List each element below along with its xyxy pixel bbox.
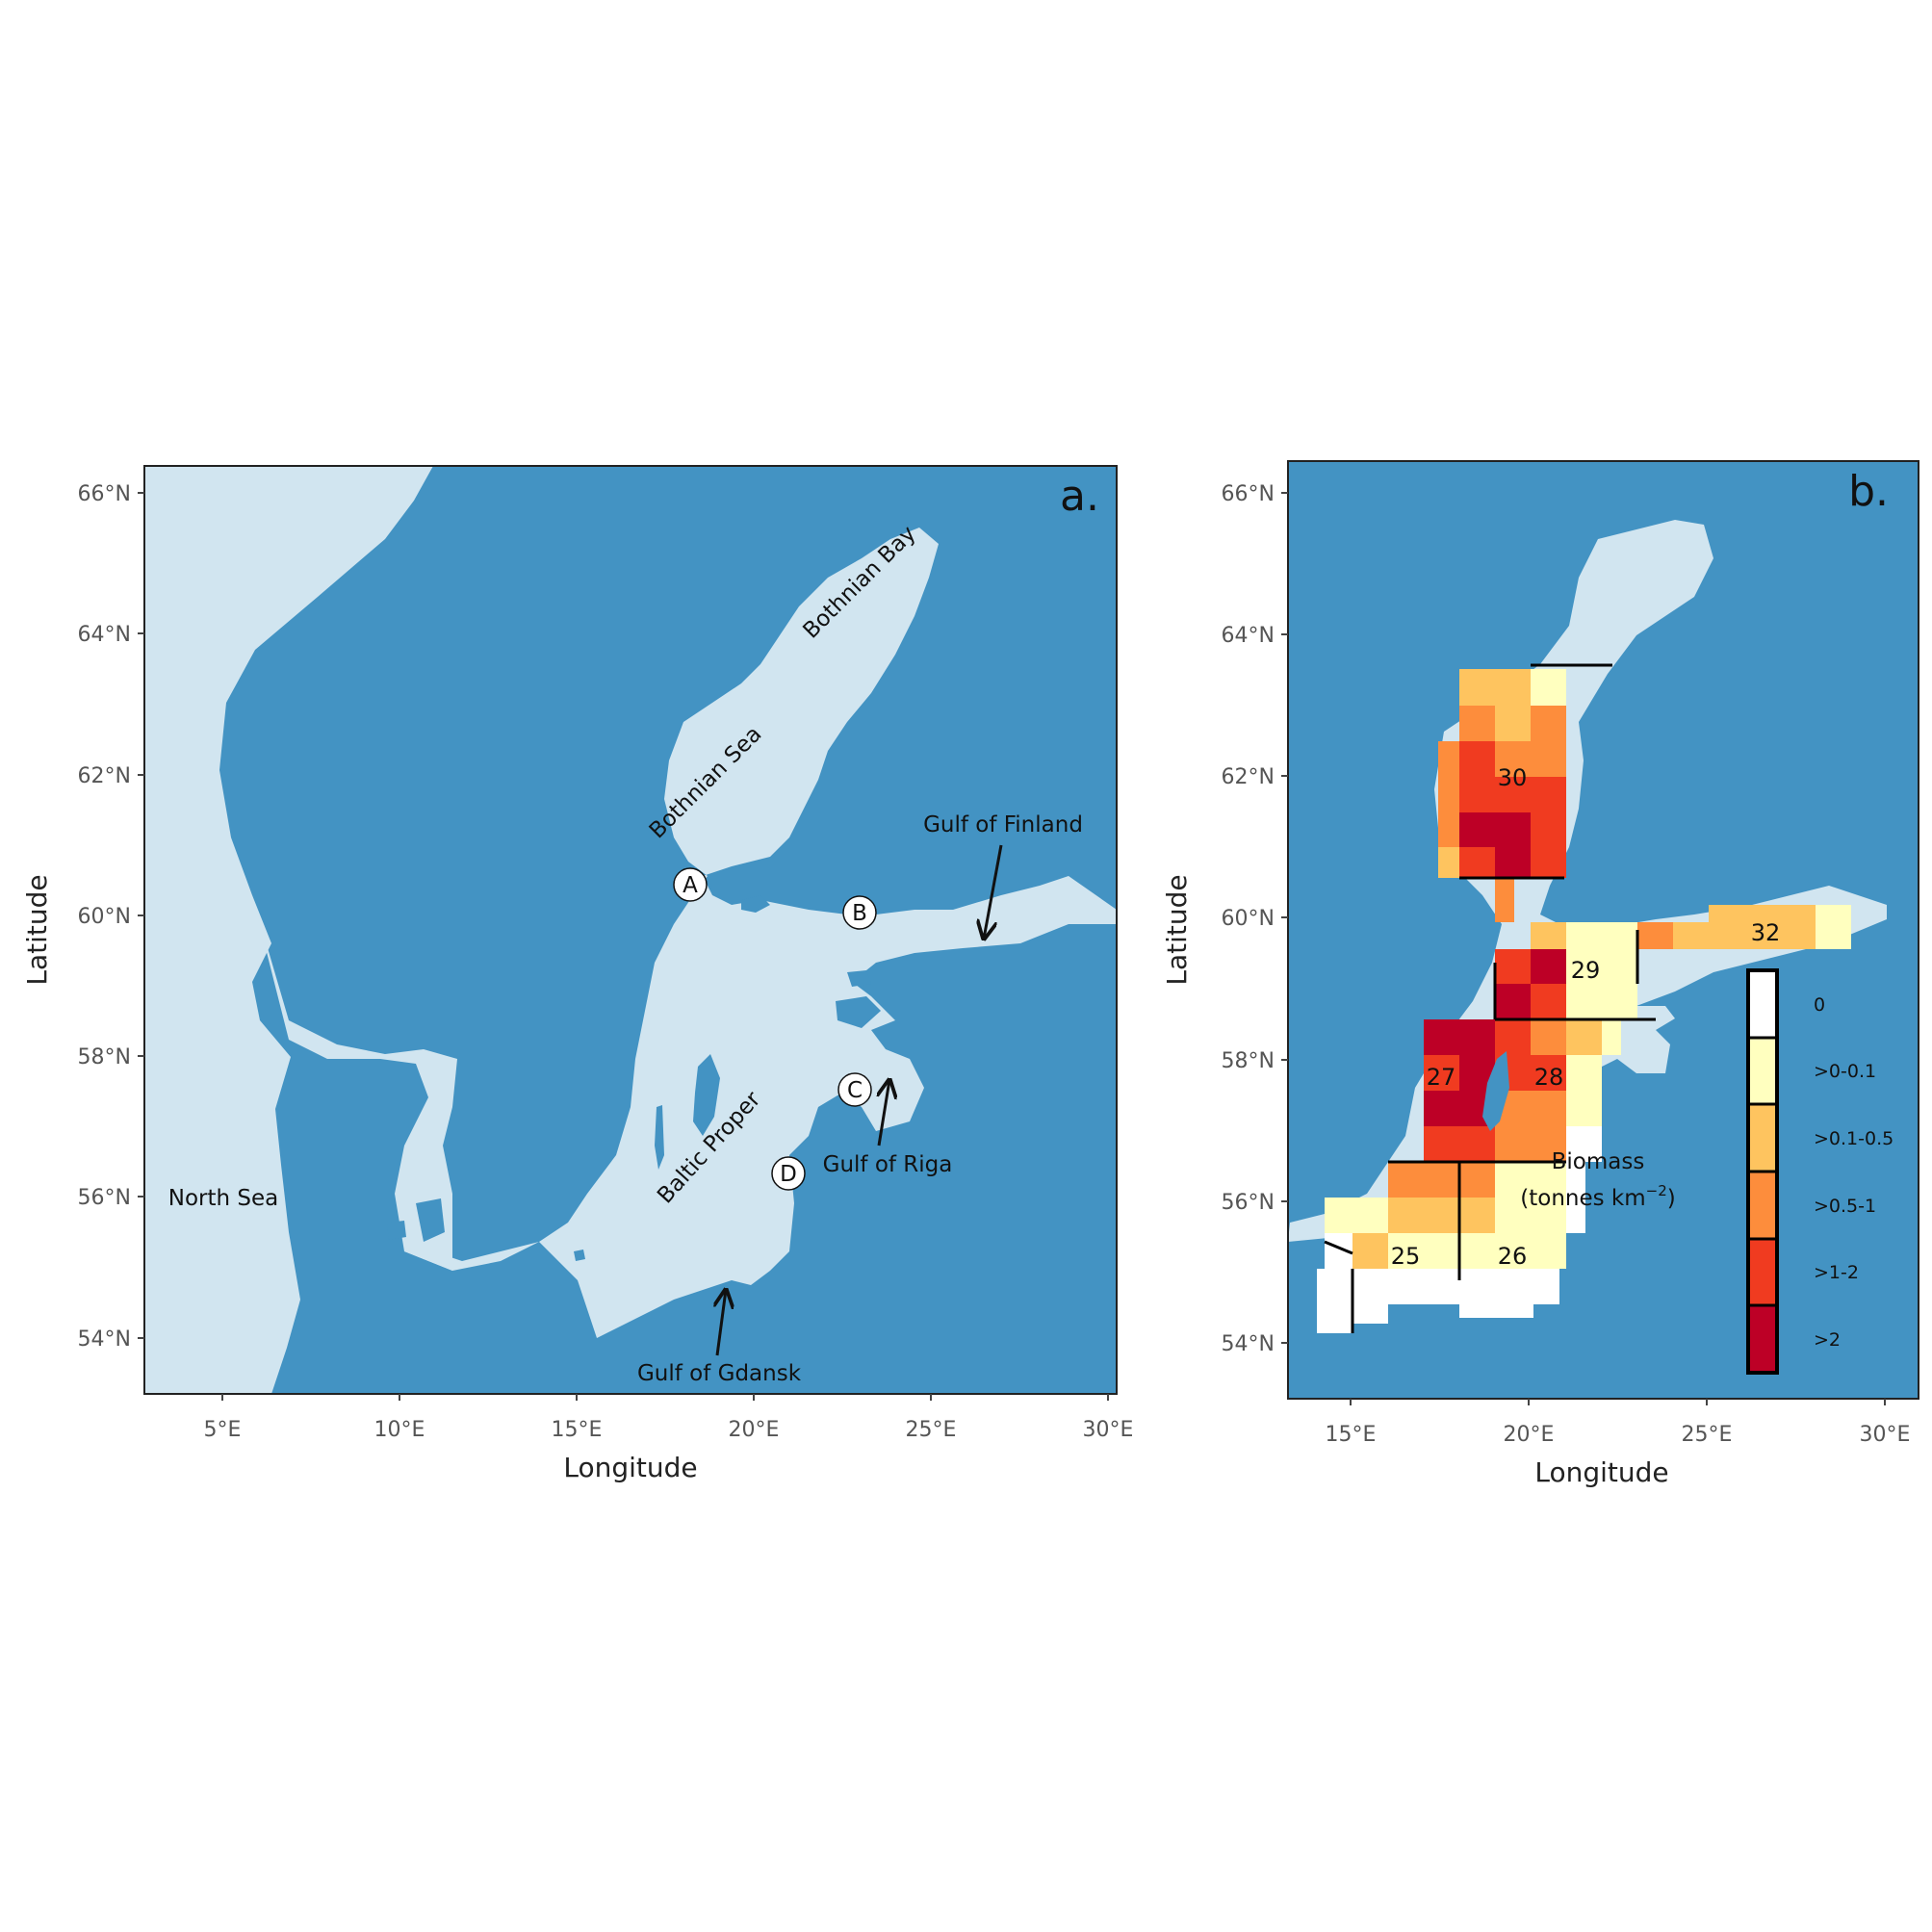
panel-b-gotland <box>1482 1051 1509 1131</box>
b-y-axis-title: Latitude <box>1161 874 1193 985</box>
legend-title-units: (tonnes km <box>1520 1186 1645 1211</box>
site-c-label: C <box>847 1078 863 1103</box>
bornholm <box>574 1249 585 1261</box>
panel-a-frame <box>143 465 1118 1395</box>
funen <box>387 1221 406 1240</box>
b-x-axis-title: Longitude <box>1534 1456 1668 1488</box>
sd-label-29: 29 <box>1571 957 1601 984</box>
legend-title-exponent: −2 <box>1646 1182 1667 1199</box>
a-x-axis-title: Longitude <box>563 1452 697 1483</box>
a-xtick: 30°E <box>1083 1418 1134 1442</box>
sd-label-32: 32 <box>1751 919 1781 946</box>
b-panel-letter: b. <box>1848 467 1889 516</box>
panel-b-frame <box>1287 460 1919 1400</box>
a-ytick: 64°N <box>78 623 131 647</box>
site-a: A <box>673 867 708 902</box>
b-ytick: 60°N <box>1222 907 1275 931</box>
a-xtick: 10°E <box>374 1418 425 1442</box>
a-ytick: 66°N <box>78 482 131 506</box>
legend-label-5: >2 <box>1814 1329 1841 1351</box>
legend-label-1: >0-0.1 <box>1814 1061 1876 1082</box>
b-ytick: 56°N <box>1222 1191 1275 1215</box>
legend-label-3: >0.5-1 <box>1814 1196 1876 1217</box>
legend-swatch-0 <box>1748 970 1777 1038</box>
a-ytick: 54°N <box>78 1327 131 1352</box>
site-b: B <box>842 895 877 930</box>
legend-title-close: ) <box>1667 1186 1676 1211</box>
legend-swatch-4 <box>1748 1239 1777 1305</box>
legend-label-2: >0.1-0.5 <box>1814 1128 1893 1149</box>
legend-swatch-1 <box>1748 1038 1777 1104</box>
a-xtick: 5°E <box>204 1418 242 1442</box>
panel-b: 30 32 29 27 28 25 26 15°E 20°E 25°E 30°E… <box>1161 460 1919 1488</box>
legend-swatch-5 <box>1748 1305 1777 1373</box>
legend-swatch-3 <box>1748 1172 1777 1239</box>
label-gulf-of-finland: Gulf of Finland <box>923 812 1083 837</box>
skagerrak-kattegat-water <box>252 895 457 1271</box>
b-ytick: 66°N <box>1222 482 1275 506</box>
a-ytick: 60°N <box>78 905 131 929</box>
sd-label-28: 28 <box>1534 1064 1564 1091</box>
sd-label-27: 27 <box>1427 1064 1456 1091</box>
arrow-gulf-of-riga <box>879 1080 889 1146</box>
site-d: D <box>771 1156 806 1191</box>
legend-title-line2: (tonnes km−2) <box>1520 1182 1676 1211</box>
site-b-label: B <box>852 901 867 926</box>
a-y-axis-title: Latitude <box>21 874 53 985</box>
gotland <box>693 1054 720 1136</box>
site-a-label: A <box>683 873 698 898</box>
sd-label-30: 30 <box>1498 764 1528 791</box>
arrow-gulf-of-finland <box>984 844 1003 939</box>
saaremaa <box>836 996 881 1028</box>
sd-boundaries <box>1324 663 1656 1333</box>
b-ytick: 58°N <box>1222 1049 1275 1073</box>
legend-title-line1: Biomass <box>1552 1149 1645 1174</box>
hiiumaa <box>847 970 871 987</box>
baltic-water <box>404 528 1117 1338</box>
a-xtick: 15°E <box>552 1418 603 1442</box>
a-ytick: 62°N <box>78 764 131 788</box>
site-d-label: D <box>780 1162 797 1187</box>
legend-label-4: >1-2 <box>1814 1262 1859 1283</box>
a-arrows <box>717 844 1003 1356</box>
a-xtick: 20°E <box>729 1418 780 1442</box>
aland <box>741 895 770 913</box>
b-xtick: 15°E <box>1326 1423 1377 1447</box>
b-ytick: 54°N <box>1222 1332 1275 1356</box>
arrow-gulf-of-gdansk <box>717 1290 726 1356</box>
site-c: C <box>837 1072 872 1107</box>
b-xtick: 30°E <box>1860 1423 1911 1447</box>
legend-bar-frame <box>1746 968 1779 1375</box>
biomass-legend: Biomass (tonnes km−2) 0 >0-0.1 >0.1-0.5 … <box>1520 968 1893 1375</box>
a-panel-letter: a. <box>1060 472 1099 521</box>
zealand <box>416 1198 445 1242</box>
panel-a-land <box>144 466 1117 1394</box>
b-ytick: 62°N <box>1222 765 1275 789</box>
label-north-sea: North Sea <box>168 1186 278 1211</box>
label-gulf-of-gdansk: Gulf of Gdansk <box>637 1361 802 1386</box>
b-xtick: 25°E <box>1682 1423 1733 1447</box>
biomass-grid <box>1317 669 1851 1333</box>
north-sea-water <box>144 466 433 1394</box>
panel-a: 5°E 10°E 15°E 20°E 25°E 30°E 54°N 56°N 5… <box>21 465 1134 1483</box>
a-ytick: 58°N <box>78 1045 131 1069</box>
sd-label-25: 25 <box>1391 1243 1421 1270</box>
label-gulf-of-riga: Gulf of Riga <box>823 1152 953 1177</box>
a-ytick: 56°N <box>78 1186 131 1210</box>
legend-label-0: 0 <box>1814 994 1825 1016</box>
sd-label-26: 26 <box>1498 1243 1528 1270</box>
b-ytick: 64°N <box>1222 624 1275 648</box>
a-xtick: 25°E <box>906 1418 957 1442</box>
legend-swatch-2 <box>1748 1104 1777 1172</box>
oland <box>655 1105 664 1170</box>
b-xtick: 20°E <box>1504 1423 1555 1447</box>
